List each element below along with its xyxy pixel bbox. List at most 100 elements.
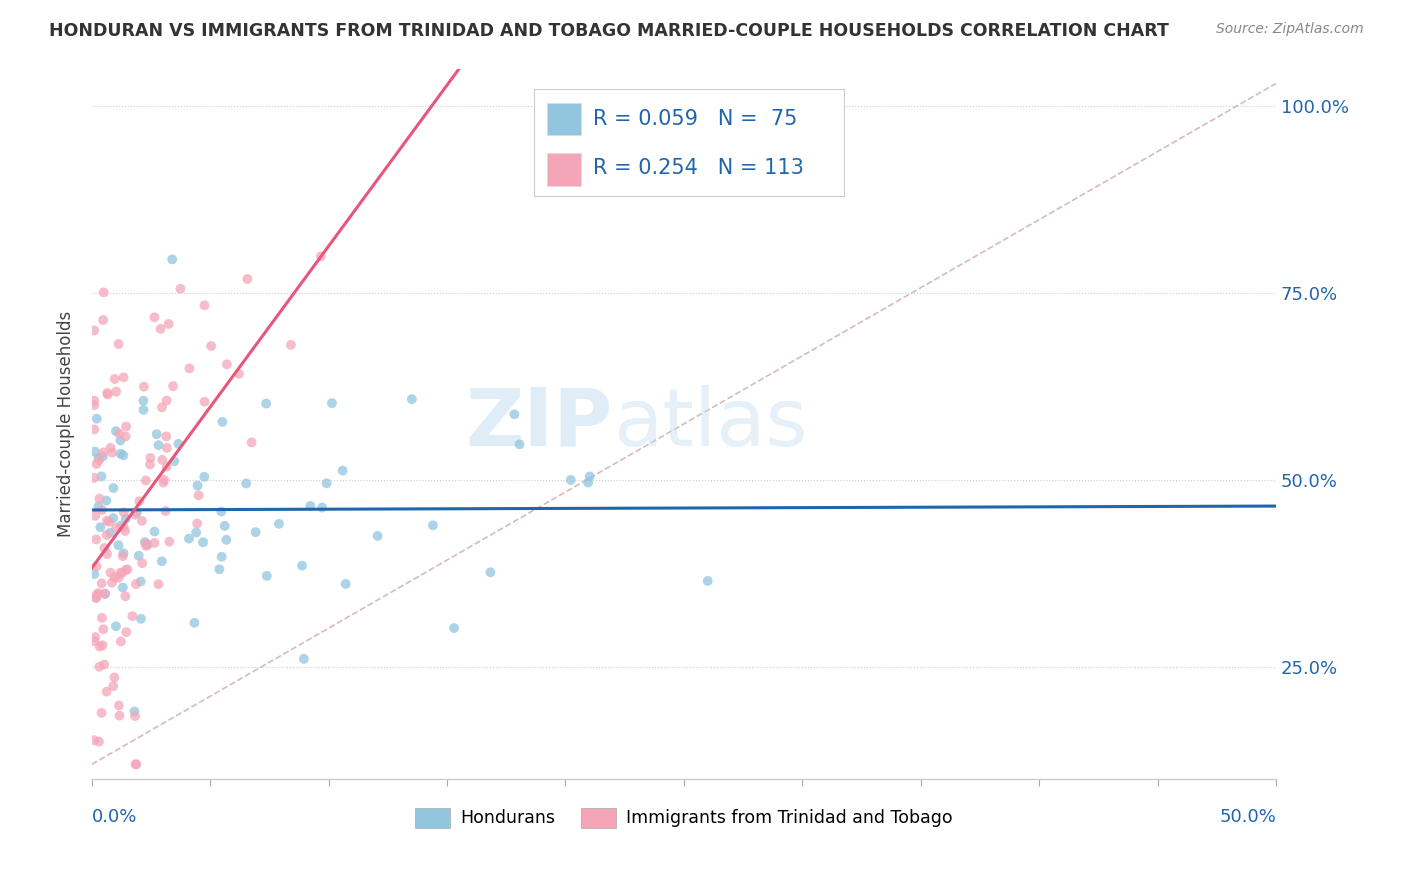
Point xyxy=(179,361,201,376)
Point xyxy=(135,539,157,553)
Point xyxy=(200,339,222,353)
Point xyxy=(100,566,122,580)
Point xyxy=(112,520,135,534)
Point xyxy=(132,379,155,393)
Point xyxy=(83,393,105,408)
Point xyxy=(160,252,183,267)
Point xyxy=(112,448,135,462)
Point xyxy=(215,533,238,547)
Point xyxy=(83,398,105,412)
Point xyxy=(124,757,146,772)
Point xyxy=(96,684,118,698)
Point xyxy=(124,508,146,522)
Point xyxy=(335,577,357,591)
Point xyxy=(112,546,135,560)
Point xyxy=(125,757,148,772)
Point xyxy=(177,532,200,546)
Point xyxy=(110,518,132,533)
Point xyxy=(150,453,173,467)
Point xyxy=(156,441,179,455)
Point xyxy=(145,427,167,442)
Point xyxy=(256,569,278,583)
Point xyxy=(84,591,107,605)
Legend: Hondurans, Immigrants from Trinidad and Tobago: Hondurans, Immigrants from Trinidad and … xyxy=(408,801,960,835)
Point xyxy=(321,396,343,410)
Point xyxy=(84,533,107,547)
Point xyxy=(91,638,114,652)
Point xyxy=(96,547,118,561)
Text: R = 0.059   N =  75: R = 0.059 N = 75 xyxy=(593,109,797,129)
Point xyxy=(83,634,105,648)
Point xyxy=(91,611,114,625)
Point xyxy=(103,670,125,684)
Point xyxy=(211,549,233,564)
Point xyxy=(152,475,174,490)
Point xyxy=(124,709,146,723)
Point xyxy=(108,698,131,713)
Point xyxy=(93,541,115,555)
Point xyxy=(117,562,139,576)
Point xyxy=(153,473,176,487)
Point xyxy=(186,516,208,531)
Point xyxy=(103,570,125,584)
Point xyxy=(315,476,337,491)
Point xyxy=(94,586,117,600)
Point xyxy=(193,394,215,409)
Point xyxy=(114,429,136,443)
Point xyxy=(479,566,502,580)
Point xyxy=(209,504,232,518)
Point xyxy=(103,511,125,525)
Point xyxy=(98,515,121,529)
Point xyxy=(163,454,186,468)
Point xyxy=(157,534,180,549)
Text: 50.0%: 50.0% xyxy=(1219,807,1277,826)
Point xyxy=(228,367,250,381)
Point xyxy=(83,471,105,485)
Point xyxy=(211,415,233,429)
Point xyxy=(103,679,125,693)
Point xyxy=(131,556,153,570)
Point xyxy=(114,512,136,526)
Point xyxy=(503,407,526,421)
Point xyxy=(135,536,157,550)
Point xyxy=(91,450,114,464)
Point xyxy=(132,403,155,417)
Point xyxy=(129,574,152,589)
Point xyxy=(93,657,115,672)
Point xyxy=(309,249,332,263)
Point xyxy=(108,708,131,723)
Point xyxy=(149,322,172,336)
Point xyxy=(443,621,465,635)
Point xyxy=(90,706,112,720)
Point xyxy=(696,574,718,588)
Point xyxy=(110,434,132,448)
Point xyxy=(560,473,582,487)
Point xyxy=(110,634,132,648)
Point xyxy=(104,619,127,633)
Point xyxy=(215,357,238,371)
Point xyxy=(125,577,148,591)
Point xyxy=(107,337,129,351)
Point xyxy=(86,588,108,602)
Text: atlas: atlas xyxy=(613,384,807,463)
Point xyxy=(167,437,190,451)
Point xyxy=(108,426,131,441)
Point xyxy=(124,705,146,719)
Point xyxy=(186,525,208,540)
Point xyxy=(93,285,115,300)
Point xyxy=(90,576,112,591)
Point xyxy=(84,591,107,605)
Point xyxy=(91,503,114,517)
Point xyxy=(125,506,148,520)
Point xyxy=(101,575,124,590)
Point xyxy=(150,401,173,415)
Point xyxy=(114,563,136,577)
Point xyxy=(139,450,162,465)
Point xyxy=(105,384,128,399)
Point xyxy=(105,521,128,535)
Point xyxy=(193,298,215,312)
Point xyxy=(578,469,600,483)
Point xyxy=(332,464,354,478)
Text: ZIP: ZIP xyxy=(465,384,613,463)
Point xyxy=(280,338,302,352)
